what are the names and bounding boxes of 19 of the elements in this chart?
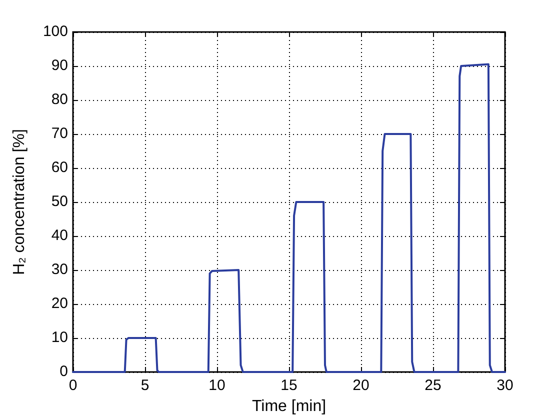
y-tick-label: 90 xyxy=(51,57,68,74)
y-tick-label: 70 xyxy=(51,125,68,142)
y-tick-label: 40 xyxy=(51,227,68,244)
x-tick-label: 10 xyxy=(208,377,226,394)
y-tick-label: 30 xyxy=(51,261,68,278)
y-tick-label: 10 xyxy=(51,329,68,346)
y-tick-label: 80 xyxy=(51,91,68,108)
y-tick-label: 50 xyxy=(51,193,68,210)
y-tick-label: 0 xyxy=(60,363,68,380)
y-tick-label: 100 xyxy=(42,23,68,40)
x-tick-label: 25 xyxy=(424,377,442,394)
y-tick-label: 20 xyxy=(51,295,68,312)
x-tick-label: 20 xyxy=(352,377,370,394)
x-axis-title: Time [min] xyxy=(252,398,326,415)
x-tick-label: 5 xyxy=(140,377,150,394)
y-axis-title: H₂ concentration [%] xyxy=(11,129,28,275)
x-tick-label: 15 xyxy=(280,377,298,394)
y-tick-label: 60 xyxy=(51,159,68,176)
x-tick-label: 30 xyxy=(496,377,514,394)
